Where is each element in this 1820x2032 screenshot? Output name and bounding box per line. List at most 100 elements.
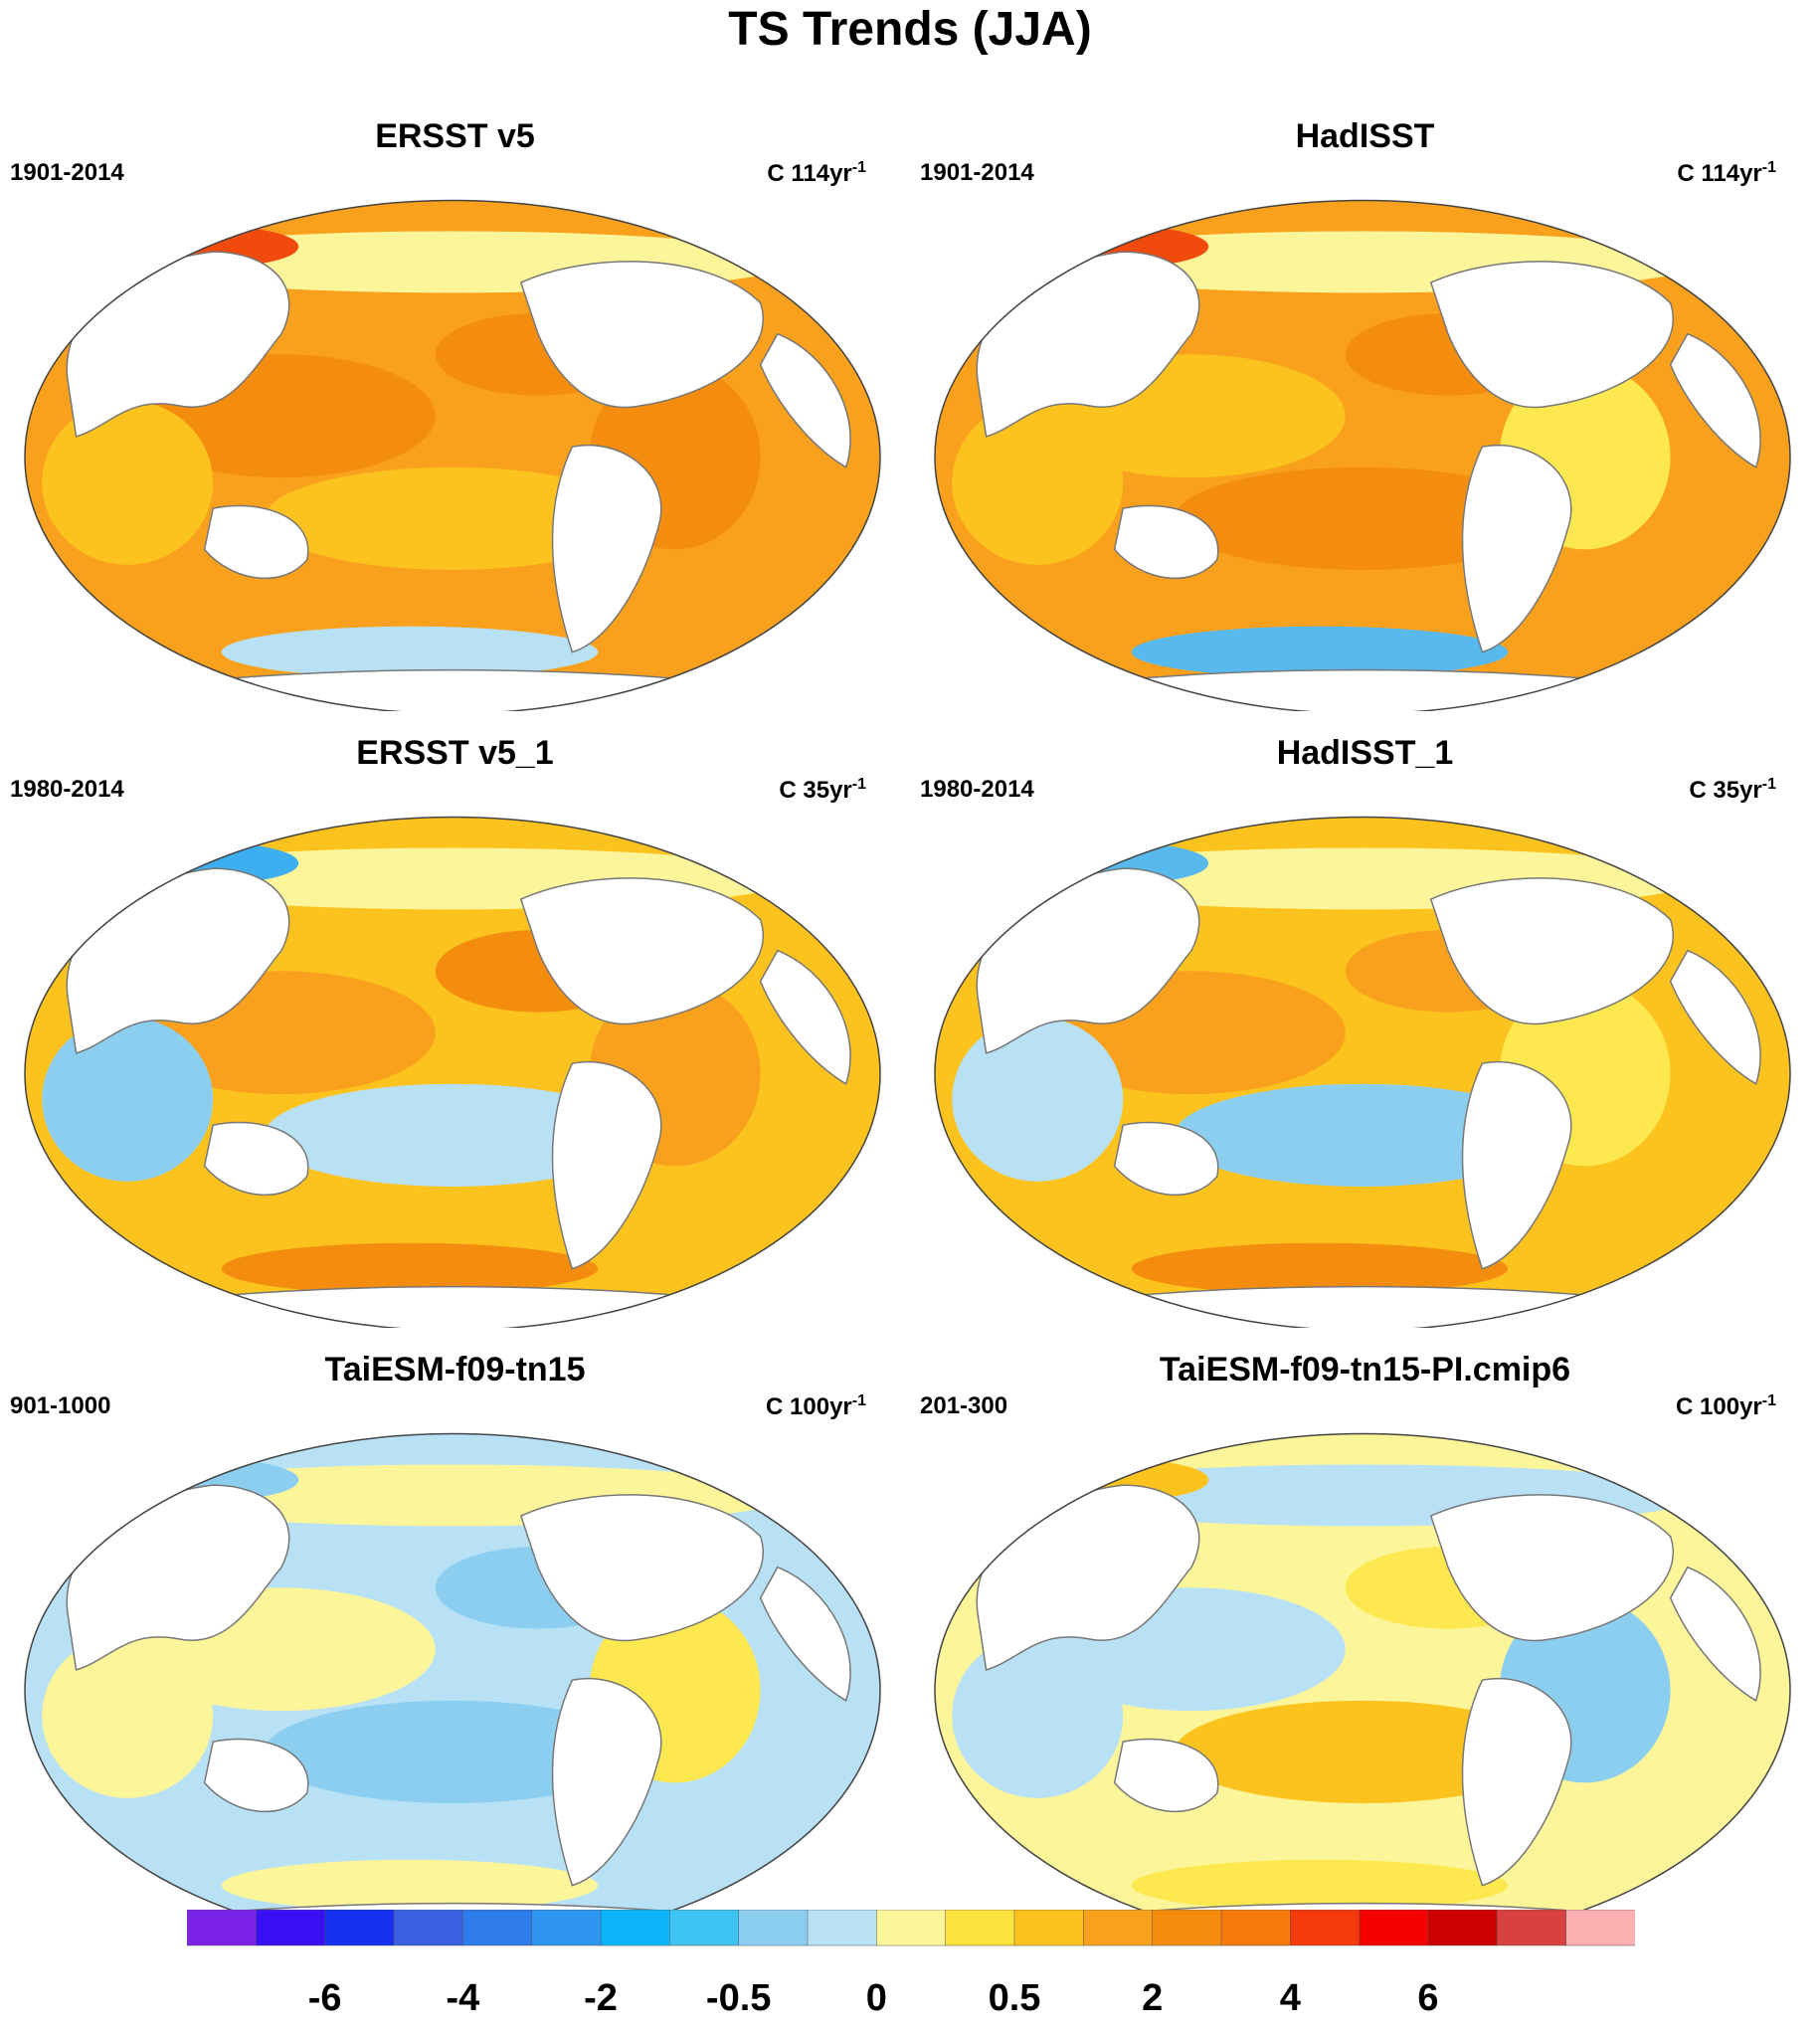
colorbar-tick-label: 6 (1417, 1977, 1439, 2019)
map-border (934, 199, 1791, 711)
map-projection (24, 1432, 881, 1944)
land-mass (1461, 1678, 1572, 1887)
land-mass (1461, 445, 1572, 653)
panel-title: ERSST v5 (375, 117, 535, 155)
units-prefix: C (779, 777, 804, 804)
land-mass (551, 1678, 662, 1887)
colorbar-box (256, 1910, 326, 1946)
units-prefix: C (767, 160, 792, 187)
land-mass (759, 949, 851, 1085)
panel-units: C 114yr-1 (767, 159, 866, 188)
land-mass (759, 332, 851, 468)
anomaly-patch (221, 1242, 599, 1295)
colorbar-box (1359, 1910, 1429, 1946)
land-mass (551, 445, 662, 653)
units-value: 35yr (1713, 777, 1762, 804)
anomaly-patch (1174, 466, 1551, 571)
panel-units: C 35yr-1 (1689, 776, 1776, 805)
units-prefix: C (1676, 1393, 1701, 1420)
panel-units: C 100yr-1 (766, 1392, 866, 1421)
colorbar-box (669, 1910, 740, 1946)
land-mass (1429, 1494, 1674, 1642)
colorbar-box (945, 1910, 1015, 1946)
units-exponent: -1 (1761, 1392, 1776, 1409)
units-prefix: C (1677, 160, 1702, 187)
map-border (934, 1432, 1791, 1944)
panel-title: ERSST v5_1 (356, 734, 554, 772)
colorbar-box (1427, 1910, 1499, 1946)
map-projection (934, 199, 1791, 711)
land-mass (203, 1121, 309, 1197)
anomaly-patch (952, 1633, 1124, 1798)
land-mass (1461, 1061, 1572, 1270)
colorbar-box (1083, 1910, 1154, 1946)
map-border (934, 816, 1791, 1328)
land-mass (519, 261, 764, 409)
colorbar-tick-label: 0.5 (988, 1977, 1041, 2019)
panel-period: 1901-2014 (920, 159, 1034, 186)
anomaly-patch (1131, 1859, 1509, 1912)
panel-units: C 100yr-1 (1676, 1392, 1776, 1421)
colorbar-box (393, 1910, 464, 1946)
colorbar-box (1290, 1910, 1361, 1946)
units-exponent: -1 (1761, 159, 1776, 176)
map-border (24, 199, 881, 711)
anomaly-patch (42, 400, 214, 565)
land-mass (551, 1061, 662, 1270)
anomaly-patch (221, 1859, 599, 1912)
anomaly-patch (952, 400, 1124, 565)
colorbar-box (1220, 1910, 1292, 1946)
land-mass (519, 877, 764, 1025)
land-mass (1113, 1121, 1219, 1197)
units-value: 100yr (1700, 1393, 1762, 1420)
colorbar-tick-label: 0 (865, 1977, 887, 2019)
colorbar-tick-label: -2 (584, 1977, 618, 2019)
figure-title: TS Trends (JJA) (728, 3, 1092, 56)
units-exponent: -1 (851, 1392, 866, 1409)
colorbar-box (462, 1910, 533, 1946)
panel-period: 901-1000 (10, 1392, 111, 1419)
units-value: 114yr (1701, 160, 1762, 187)
colorbar-box (738, 1910, 809, 1946)
map-panel: ERSST v5 1901-2014 C 114yr-1 (0, 30, 910, 711)
colorbar-tick-label: 4 (1279, 1977, 1301, 2019)
units-exponent: -1 (851, 159, 866, 176)
land-mass (203, 504, 309, 580)
colorbar-tick-label: -0.5 (705, 1977, 772, 2019)
anomaly-patch (952, 1016, 1124, 1182)
anomaly-patch (1174, 1700, 1551, 1804)
anomaly-patch (1131, 1242, 1509, 1295)
colorbar-box (600, 1910, 671, 1946)
land-mass (1429, 261, 1674, 409)
units-prefix: C (766, 1393, 791, 1420)
map-border (24, 1432, 881, 1944)
land-mass (1669, 332, 1761, 468)
anomaly-patch (42, 1016, 214, 1182)
panel-units: C 35yr-1 (779, 776, 866, 805)
land-mass (759, 1566, 851, 1702)
panel-period: 1980-2014 (10, 776, 124, 803)
panel-title: TaiESM-f09-tn15 (324, 1351, 586, 1388)
colorbar-box (1013, 1910, 1085, 1946)
map-panel: TaiESM-f09-tn15-PI.cmip6 201-300 C 100yr-1 (910, 1263, 1820, 1944)
anomaly-patch (264, 466, 641, 571)
land-mass (519, 1494, 764, 1642)
anomaly-patch (1174, 1083, 1551, 1188)
land-mass (1429, 877, 1674, 1025)
panel-period: 201-300 (920, 1392, 1008, 1419)
anomaly-patch (264, 1083, 641, 1188)
anomaly-patch (42, 1633, 214, 1798)
map-panel: HadISST_1 1980-2014 C 35yr-1 (910, 647, 1820, 1328)
panel-title: HadISST (1295, 117, 1435, 155)
colorbar-tick-label: -6 (307, 1977, 342, 2019)
anomaly-patch (221, 626, 599, 678)
colorbar-box (1152, 1910, 1222, 1946)
units-prefix: C (1689, 777, 1714, 804)
units-value: 100yr (790, 1393, 852, 1420)
colorbar-tick-label: 2 (1142, 1977, 1164, 2019)
units-exponent: -1 (1761, 776, 1776, 793)
units-exponent: -1 (851, 776, 866, 793)
land-mass (1669, 949, 1761, 1085)
units-value: 35yr (803, 777, 852, 804)
map-panel: TaiESM-f09-tn15 901-1000 C 100yr-1 (0, 1263, 910, 1944)
